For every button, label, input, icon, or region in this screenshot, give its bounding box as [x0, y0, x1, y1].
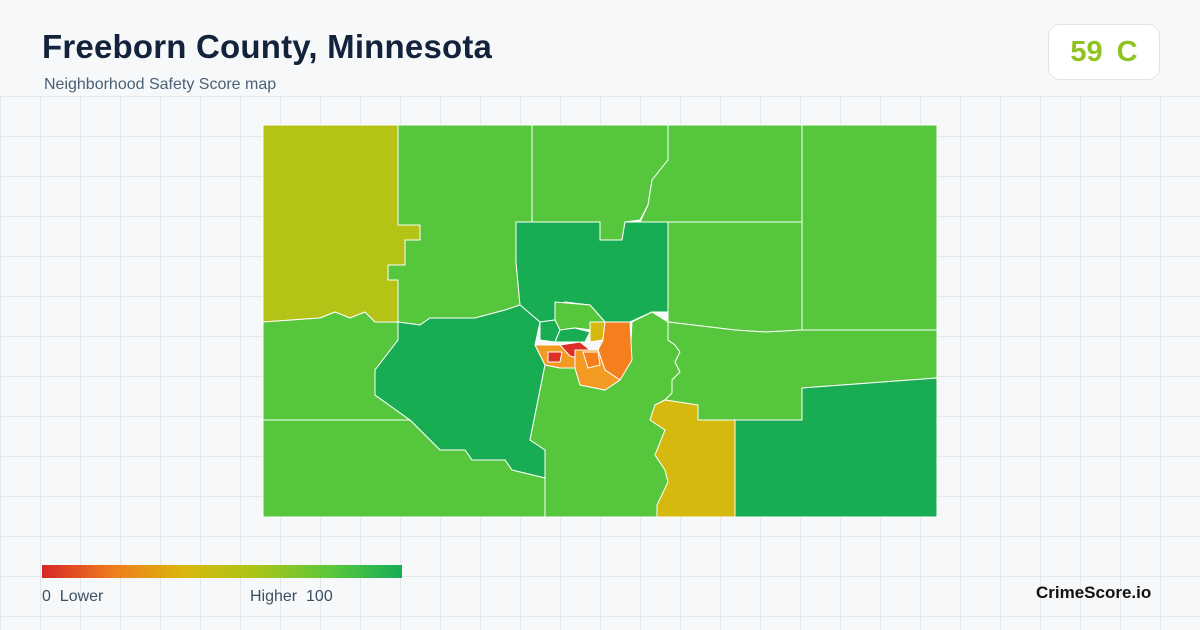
score-value: 59 [1070, 35, 1103, 68]
legend-min-label: 0 [42, 588, 51, 605]
map-region[interactable] [667, 221, 803, 333]
page-subtitle: Neighborhood Safety Score map [44, 76, 277, 93]
legend-low-label: Lower [59, 588, 104, 605]
map-region[interactable] [262, 124, 421, 323]
map-region[interactable] [734, 377, 938, 518]
legend-high: Higher 100 [250, 588, 333, 606]
legend-high-label: Higher [250, 588, 298, 605]
map-region[interactable] [649, 399, 736, 518]
map-region[interactable] [387, 124, 533, 326]
map-region[interactable] [801, 124, 938, 331]
score-grade: C [1116, 35, 1138, 68]
legend-gradient-bar [42, 565, 402, 578]
score-badge: 59 C [1048, 24, 1160, 80]
map-region[interactable] [582, 351, 601, 369]
map-region[interactable] [547, 351, 563, 363]
legend-max-label: 100 [306, 588, 333, 605]
map-region[interactable] [554, 327, 591, 343]
map-region[interactable] [262, 419, 546, 518]
brand-logo: CrimeScore.io [1036, 583, 1152, 602]
page-title: Freeborn County, Minnesota [42, 28, 493, 65]
legend-low: 0 Lower [42, 588, 103, 606]
